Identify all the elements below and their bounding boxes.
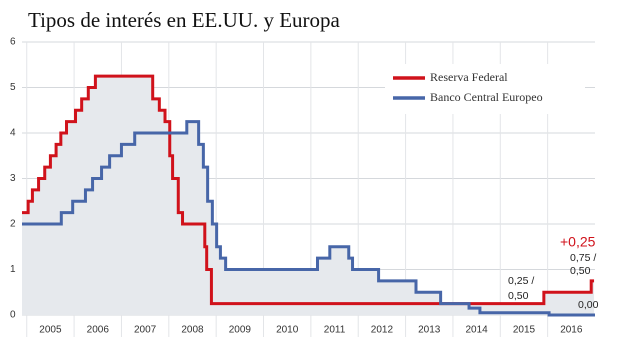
x-tick-label: 2015 bbox=[513, 325, 536, 336]
lines bbox=[22, 74, 595, 317]
y-tick-label: 5 bbox=[10, 82, 16, 93]
annotation: 0,75 / bbox=[570, 252, 596, 264]
legend: Reserva Federal Banco Central Europeo bbox=[385, 64, 585, 114]
annotation: 0,25 / bbox=[508, 275, 534, 287]
areas bbox=[22, 76, 595, 315]
annotation: 0,00 bbox=[578, 299, 599, 311]
y-tick-label: 2 bbox=[10, 219, 16, 230]
y-tick-label: 4 bbox=[10, 128, 16, 139]
legend-label: Reserva Federal bbox=[430, 70, 508, 84]
legend-label: Banco Central Europeo bbox=[430, 90, 543, 104]
chart-title: Tipos de interés en EE.UU. y Europa bbox=[28, 8, 341, 32]
y-tick-label: 0 bbox=[10, 310, 16, 321]
x-tick-label: 2006 bbox=[87, 325, 110, 336]
annotation: +0,25 bbox=[560, 234, 596, 250]
x-tick-label: 2007 bbox=[134, 325, 157, 336]
annotation: 0,50 bbox=[570, 265, 591, 277]
x-tick-label: 2016 bbox=[560, 325, 583, 336]
x-tick-label: 2009 bbox=[229, 325, 252, 336]
x-tick-label: 2005 bbox=[39, 325, 62, 336]
x-tick-label: 2012 bbox=[371, 325, 394, 336]
area bbox=[22, 121, 595, 315]
series-line bbox=[22, 120, 595, 317]
x-tick-label: 2010 bbox=[276, 325, 299, 336]
series-line bbox=[22, 74, 595, 306]
x-tick-label: 2013 bbox=[418, 325, 441, 336]
y-tick-label: 6 bbox=[10, 37, 16, 48]
x-tick-label: 2014 bbox=[465, 325, 488, 336]
annotation: 0,50 bbox=[508, 290, 529, 302]
x-tick-label: 2008 bbox=[181, 325, 204, 336]
x-tick-label: 2011 bbox=[324, 325, 346, 336]
y-tick-label: 1 bbox=[10, 264, 16, 275]
legend-box bbox=[385, 64, 585, 114]
y-tick-label: 3 bbox=[10, 173, 16, 184]
